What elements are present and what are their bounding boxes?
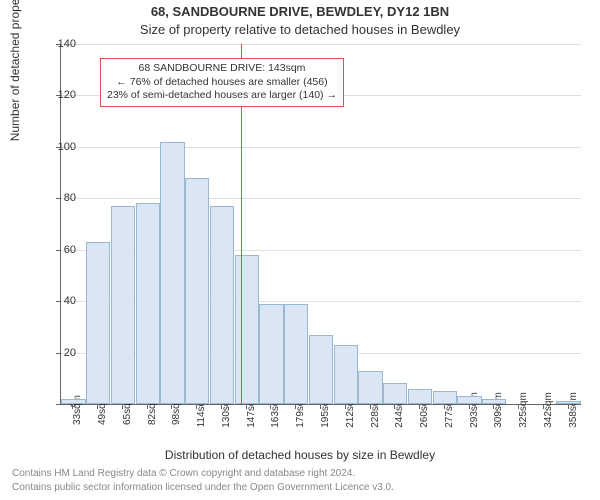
x-tick-mark [171, 404, 172, 409]
x-tick-mark [97, 404, 98, 409]
histogram-bar [433, 391, 457, 404]
y-axis-label: Number of detached properties [8, 0, 22, 141]
x-tick-mark [147, 404, 148, 409]
annotation-line: 23% of semi-detached houses are larger (… [107, 89, 337, 103]
y-tick-label: 140 [46, 38, 76, 50]
x-tick-mark [568, 404, 569, 409]
gridline [61, 198, 581, 199]
x-axis-label: Distribution of detached houses by size … [0, 448, 600, 462]
y-tick-label: 60 [46, 244, 76, 256]
histogram-bar [334, 345, 358, 404]
x-tick-mark [320, 404, 321, 409]
annotation-line: ← 76% of detached houses are smaller (45… [107, 76, 337, 90]
x-tick-mark [270, 404, 271, 409]
x-tick-mark [196, 404, 197, 409]
histogram-bar [185, 178, 209, 404]
footer-line-2: Contains public sector information licen… [12, 482, 394, 493]
histogram-bar [309, 335, 333, 404]
x-tick-label: 358sqm [568, 392, 579, 428]
x-tick-mark [122, 404, 123, 409]
footer-line-1: Contains HM Land Registry data © Crown c… [12, 468, 355, 479]
annotation-line: 68 SANDBOURNE DRIVE: 143sqm [107, 62, 337, 76]
histogram-bar [86, 242, 110, 404]
y-tick-label: 120 [46, 89, 76, 101]
annotation-box: 68 SANDBOURNE DRIVE: 143sqm← 76% of deta… [100, 58, 344, 107]
y-tick-label: 40 [46, 295, 76, 307]
y-tick-label: 80 [46, 192, 76, 204]
histogram-bar [408, 389, 432, 404]
histogram-bar [136, 203, 160, 404]
x-tick-mark [246, 404, 247, 409]
x-tick-mark [444, 404, 445, 409]
x-tick-mark [469, 404, 470, 409]
gridline [61, 147, 581, 148]
title-sub: Size of property relative to detached ho… [0, 22, 600, 37]
histogram-bar [210, 206, 234, 404]
x-tick-label: 309sqm [493, 392, 504, 428]
x-tick-label: 325sqm [518, 392, 529, 428]
x-tick-mark [72, 404, 73, 409]
x-tick-mark [518, 404, 519, 409]
y-tick-label: 100 [46, 141, 76, 153]
x-tick-mark [221, 404, 222, 409]
histogram-bar [160, 142, 184, 404]
y-tick-label: 20 [46, 347, 76, 359]
histogram-bar [284, 304, 308, 404]
title-main: 68, SANDBOURNE DRIVE, BEWDLEY, DY12 1BN [0, 4, 600, 19]
x-tick-mark [394, 404, 395, 409]
histogram-bar [235, 255, 259, 404]
x-tick-label: 342sqm [543, 392, 554, 428]
x-tick-mark [493, 404, 494, 409]
x-tick-mark [370, 404, 371, 409]
histogram-bar [259, 304, 283, 404]
gridline [61, 44, 581, 45]
histogram-bar [482, 399, 506, 404]
chart-container: 68, SANDBOURNE DRIVE, BEWDLEY, DY12 1BN … [0, 0, 600, 500]
histogram-bar [111, 206, 135, 404]
histogram-bar [556, 401, 580, 404]
x-tick-mark [345, 404, 346, 409]
x-tick-mark [419, 404, 420, 409]
x-tick-mark [543, 404, 544, 409]
x-tick-mark [295, 404, 296, 409]
histogram-bar [383, 383, 407, 404]
histogram-bar [358, 371, 382, 404]
histogram-bar [457, 396, 481, 404]
histogram-bar [61, 399, 85, 404]
